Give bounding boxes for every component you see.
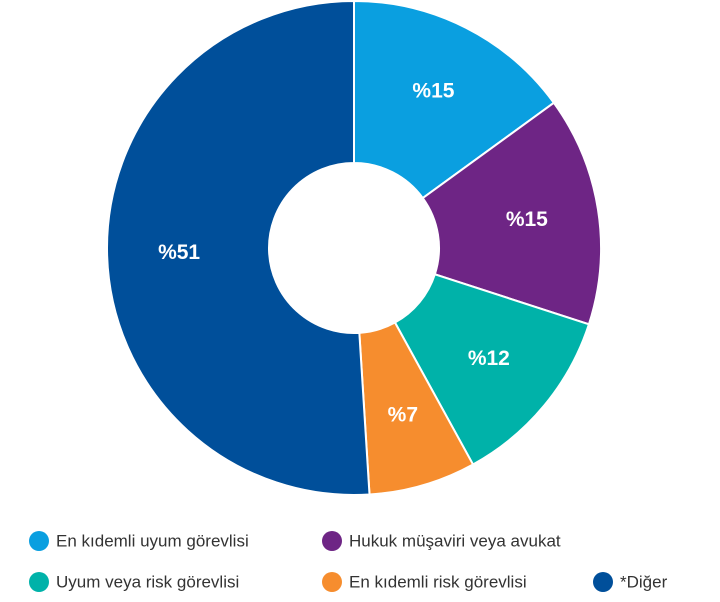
value-label: %15 — [506, 208, 548, 231]
legend-swatch — [29, 572, 49, 592]
legend-label: En kıdemli uyum görevlisi — [56, 531, 249, 550]
value-label: %51 — [158, 241, 200, 264]
value-label: %7 — [388, 404, 418, 427]
legend-swatch — [593, 572, 613, 592]
legend-swatch — [322, 572, 342, 592]
donut-slice — [393, 273, 591, 466]
legend-label: En kıdemli risk görevlisi — [349, 572, 527, 591]
legend-label: Hukuk müşaviri veya avukat — [349, 531, 561, 550]
legend-swatch — [29, 531, 49, 551]
value-label: %12 — [468, 347, 510, 370]
legend-label: *Diğer — [620, 572, 668, 591]
donut-slice — [106, 0, 371, 496]
value-label: %15 — [412, 80, 454, 103]
donut-slice — [353, 0, 556, 200]
donut-slice — [421, 101, 602, 326]
legend-swatch — [322, 531, 342, 551]
legend-label: Uyum veya risk görevlisi — [56, 572, 239, 591]
